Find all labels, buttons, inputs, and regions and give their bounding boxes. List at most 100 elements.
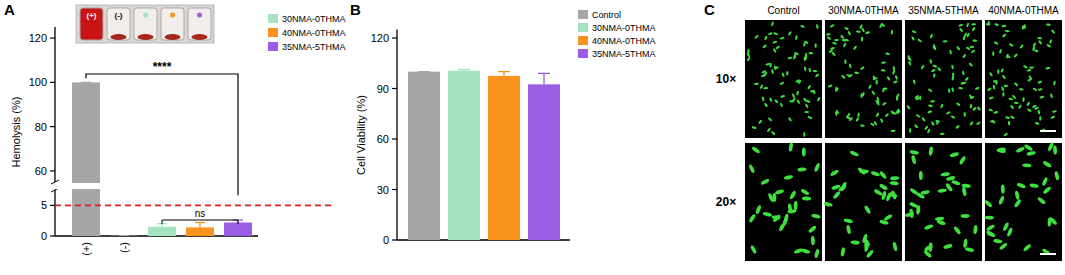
- cell: [951, 180, 961, 186]
- cell: [855, 117, 859, 122]
- cell: [803, 66, 806, 71]
- cell: [914, 124, 919, 129]
- cell: [1045, 67, 1050, 70]
- error-cap: [458, 69, 470, 70]
- legend-label: 35NMA-5THMA: [592, 49, 656, 59]
- y-tick: [392, 189, 397, 190]
- cell: [991, 119, 996, 124]
- cell: [1013, 198, 1022, 208]
- cell: [1005, 116, 1010, 120]
- cell: [929, 34, 933, 39]
- cell: [971, 49, 976, 54]
- cell: [989, 96, 994, 100]
- cell: [936, 219, 946, 226]
- row-label: 10×: [716, 72, 736, 86]
- cell: [940, 132, 945, 135]
- error-cap: [81, 82, 91, 83]
- cell: [1037, 109, 1040, 114]
- cell: [1029, 183, 1039, 188]
- cell: [1005, 30, 1010, 33]
- cell: [840, 34, 845, 39]
- y-axis: [54, 27, 55, 182]
- cell: [773, 193, 777, 202]
- cell: [850, 240, 860, 245]
- cell: [879, 170, 888, 180]
- legend-label: Control: [592, 10, 621, 20]
- y-tick-label: 120: [371, 32, 389, 44]
- cell: [832, 41, 837, 45]
- cell: [1003, 132, 1008, 137]
- tube: [161, 8, 184, 40]
- cell: [891, 30, 893, 35]
- cell: [830, 47, 835, 50]
- error-bar: [418, 71, 430, 72]
- cell: [892, 70, 896, 75]
- micrograph-background: [745, 143, 822, 261]
- cell: [970, 104, 973, 109]
- cell: [968, 62, 973, 67]
- cell: [1010, 104, 1015, 109]
- cell: [966, 32, 970, 37]
- error-line: [543, 73, 544, 84]
- cell: [808, 67, 811, 72]
- micrograph-background: [825, 143, 902, 261]
- cell: [909, 128, 911, 133]
- scale-bar: [1040, 130, 1056, 132]
- cell: [962, 54, 967, 59]
- cell: [943, 243, 953, 249]
- cell: [758, 119, 763, 124]
- cell: [814, 249, 820, 259]
- plot-area: [56, 82, 258, 236]
- cell: [920, 190, 930, 195]
- legend-swatch: [578, 23, 588, 32]
- cell: [1001, 25, 1006, 28]
- cell: [768, 32, 773, 36]
- cell: [830, 169, 840, 177]
- cell: [936, 120, 940, 125]
- cell: [792, 93, 796, 98]
- cell: [920, 65, 925, 70]
- cell: [882, 102, 887, 106]
- y-tick: [50, 126, 55, 127]
- micrograph: [905, 143, 982, 261]
- cell: [896, 93, 900, 98]
- cell: [964, 76, 969, 81]
- cell: [928, 88, 933, 92]
- cell: [802, 147, 806, 156]
- cell: [971, 23, 976, 26]
- cell: [879, 219, 889, 225]
- cell: [1039, 95, 1044, 98]
- cell: [905, 212, 915, 218]
- cell: [1002, 33, 1007, 38]
- cell: [816, 24, 819, 29]
- cell: [793, 201, 797, 210]
- cell: [784, 175, 794, 180]
- cell: [940, 172, 950, 177]
- cell: [933, 44, 936, 49]
- tube-pellet: [192, 34, 208, 40]
- cell: [963, 35, 966, 40]
- cell: [881, 22, 886, 27]
- bar: [408, 72, 440, 240]
- cell: [792, 97, 796, 102]
- cell: [883, 87, 888, 90]
- cell: [861, 27, 865, 32]
- cell: [764, 102, 769, 107]
- cell: [1046, 23, 1051, 26]
- cell: [747, 49, 750, 54]
- cell: [795, 35, 798, 40]
- cell: [817, 96, 821, 101]
- cell: [937, 188, 947, 193]
- cell: [924, 224, 934, 231]
- cell: [813, 70, 818, 73]
- column-label: Control: [767, 5, 799, 16]
- cell: [886, 76, 890, 81]
- inset-photo: (+)(-): [76, 5, 214, 43]
- y-tick: [50, 82, 55, 83]
- cell: [868, 84, 872, 89]
- cell: [762, 96, 765, 101]
- cell: [1050, 93, 1053, 98]
- cell: [956, 102, 961, 107]
- cell: [1026, 101, 1030, 106]
- bar: [528, 84, 560, 240]
